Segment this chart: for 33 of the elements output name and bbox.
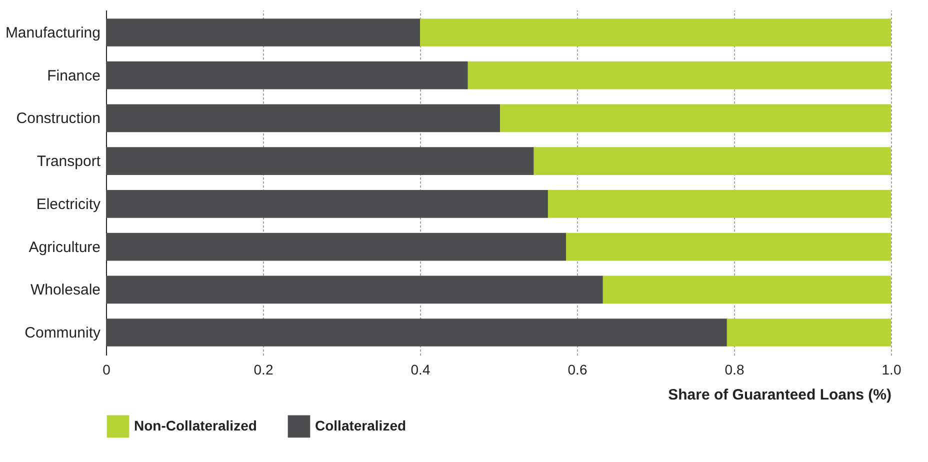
bar bbox=[106, 232, 566, 261]
bar bbox=[106, 147, 534, 175]
x-tick-label: 0.6 bbox=[568, 362, 588, 378]
legend-label: Collateralized bbox=[315, 417, 406, 434]
bar bbox=[106, 18, 420, 46]
bar bbox=[548, 190, 891, 218]
y-tick-label: Finance bbox=[47, 67, 100, 84]
bar bbox=[420, 18, 891, 46]
bar bbox=[602, 276, 891, 304]
bar bbox=[726, 318, 891, 346]
bar bbox=[106, 104, 500, 132]
x-tick-label: 0.4 bbox=[410, 362, 430, 378]
bar bbox=[106, 190, 548, 218]
x-axis-title: Share of Guaranteed Loans (%) bbox=[668, 386, 892, 404]
x-tick-label: 0.2 bbox=[254, 362, 274, 378]
x-tick-label: 0.8 bbox=[724, 362, 744, 378]
y-tick-label: Community bbox=[24, 324, 101, 342]
y-tick-label: Construction bbox=[16, 110, 100, 128]
x-tick-label: 0 bbox=[102, 362, 111, 378]
x-tick-label: 1.0 bbox=[882, 362, 902, 378]
y-tick-label: Wholesale bbox=[30, 282, 100, 299]
bar bbox=[468, 61, 891, 90]
y-tick-label: Manufacturing bbox=[5, 24, 100, 42]
y-tick-label: Transport bbox=[36, 153, 102, 170]
bar bbox=[500, 104, 891, 132]
bar bbox=[106, 61, 468, 90]
bar bbox=[106, 318, 727, 346]
y-tick-label: Agriculture bbox=[28, 238, 100, 256]
bar bbox=[566, 232, 891, 261]
bar bbox=[106, 276, 603, 304]
bar bbox=[534, 147, 891, 175]
y-tick-label: Electricity bbox=[36, 196, 101, 213]
legend-label: Non-Collateralized bbox=[134, 417, 257, 434]
